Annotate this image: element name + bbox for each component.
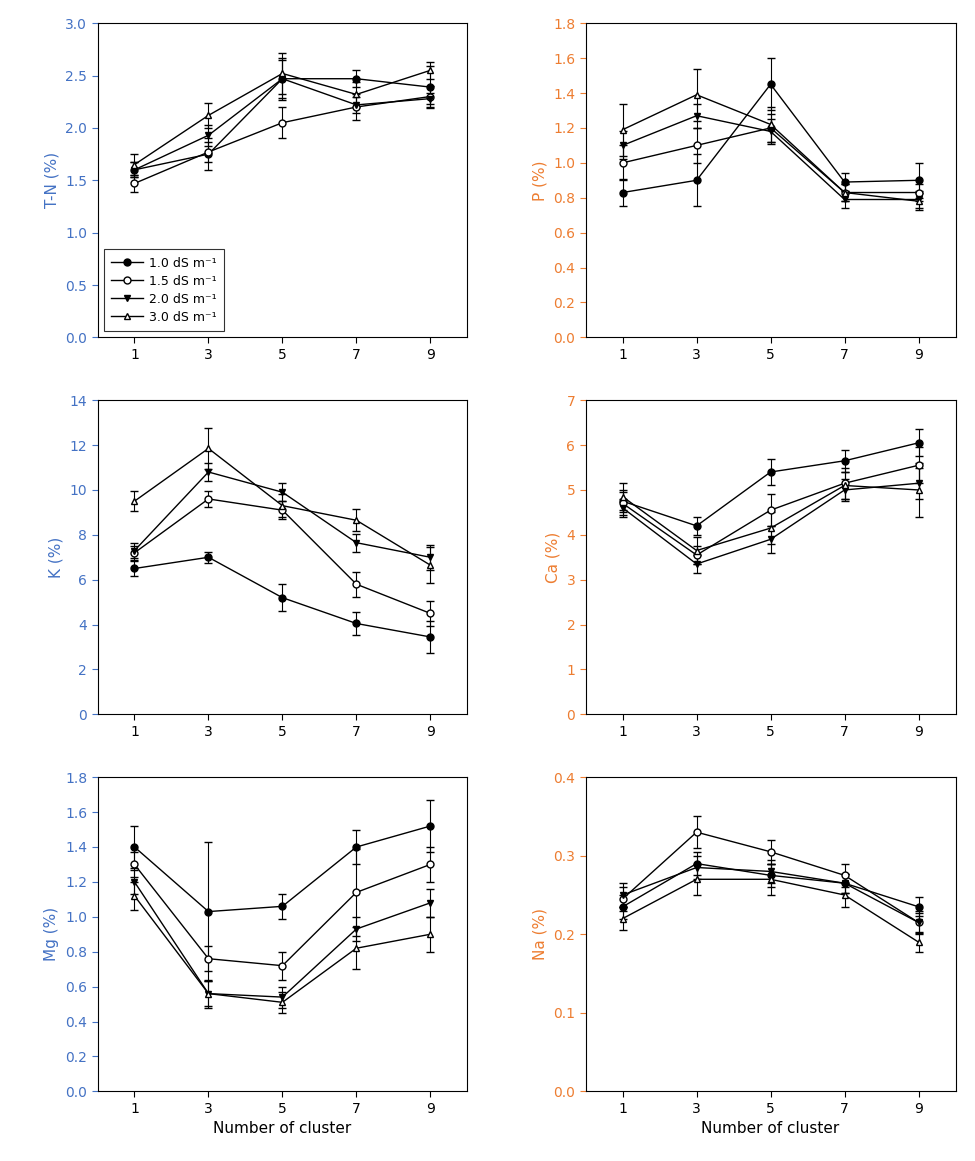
X-axis label: Number of cluster: Number of cluster <box>701 1122 839 1137</box>
Y-axis label: Ca (%): Ca (%) <box>546 532 561 583</box>
Y-axis label: Na (%): Na (%) <box>532 908 548 960</box>
Y-axis label: Mg (%): Mg (%) <box>45 907 59 961</box>
Y-axis label: P (%): P (%) <box>532 160 548 201</box>
Y-axis label: K (%): K (%) <box>49 536 64 578</box>
Legend: 1.0 dS m⁻¹, 1.5 dS m⁻¹, 2.0 dS m⁻¹, 3.0 dS m⁻¹: 1.0 dS m⁻¹, 1.5 dS m⁻¹, 2.0 dS m⁻¹, 3.0 … <box>103 250 224 331</box>
X-axis label: Number of cluster: Number of cluster <box>214 1122 352 1137</box>
Y-axis label: T-N (%): T-N (%) <box>45 152 59 208</box>
